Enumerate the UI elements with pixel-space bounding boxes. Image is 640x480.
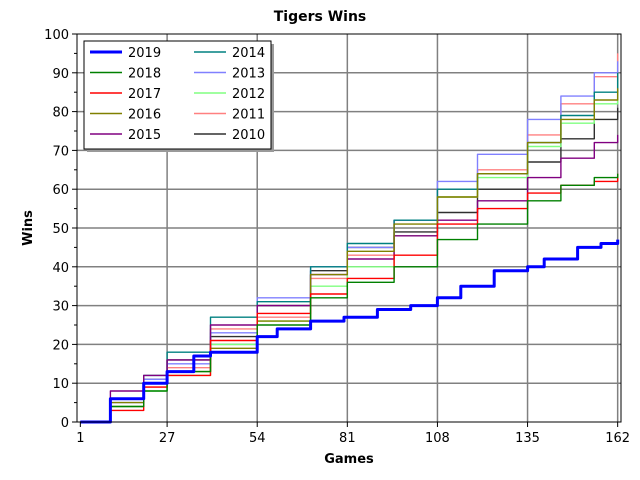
legend-box (83, 40, 272, 150)
series-lines (80, 53, 620, 424)
x-tick-label-1: 27 (159, 431, 176, 446)
legend-label-2017: 2017 (128, 87, 161, 102)
series-line-2018 (80, 173, 619, 423)
y-tick-label-8: 80 (52, 106, 69, 121)
y-tick-label-2: 20 (52, 338, 69, 353)
y-tick-label-10: 100 (44, 28, 69, 43)
x-tick-label-6: 162 (605, 431, 630, 446)
legend-label-2018: 2018 (128, 67, 161, 82)
y-tick-label-6: 60 (52, 183, 69, 198)
x-axis-title: Games (324, 452, 374, 467)
y-tick-label-4: 40 (52, 261, 69, 276)
legend-label-2019: 2019 (128, 46, 161, 61)
y-tick-label-3: 30 (52, 300, 69, 315)
chart-title: Tigers Wins (274, 9, 367, 25)
x-tick-label-2: 54 (249, 431, 266, 446)
x-tick-label-3: 81 (339, 431, 356, 446)
y-tick-label-0: 0 (61, 416, 69, 431)
y-axis-title: Wins (21, 210, 36, 246)
legend-label-2012: 2012 (232, 87, 265, 102)
x-tick-label-0: 1 (76, 431, 84, 446)
y-tick-label-1: 10 (52, 377, 69, 392)
legend-label-2013: 2013 (232, 67, 265, 82)
legend: 2019 2018 2017 2016 2015 2014 2013 2012 2011 2010 (83, 40, 274, 152)
y-tick-label-7: 70 (52, 144, 69, 159)
legend-label-2016: 2016 (128, 108, 161, 123)
legend-label-2011: 2011 (232, 108, 265, 123)
y-tick-label-5: 50 (52, 222, 69, 237)
axis-ticks: 0 10 20 30 40 50 60 70 80 90 100 1 27 54 81 108 135 162 (44, 28, 630, 446)
legend-label-2010: 2010 (232, 128, 265, 143)
legend-label-2014: 2014 (232, 46, 265, 61)
y-tick-label-9: 90 (52, 67, 69, 82)
series-line-2019 (80, 239, 620, 424)
legend-label-2015: 2015 (128, 128, 161, 143)
x-tick-label-5: 135 (515, 431, 540, 446)
series-line-2017 (80, 173, 619, 423)
x-tick-label-4: 108 (425, 431, 450, 446)
